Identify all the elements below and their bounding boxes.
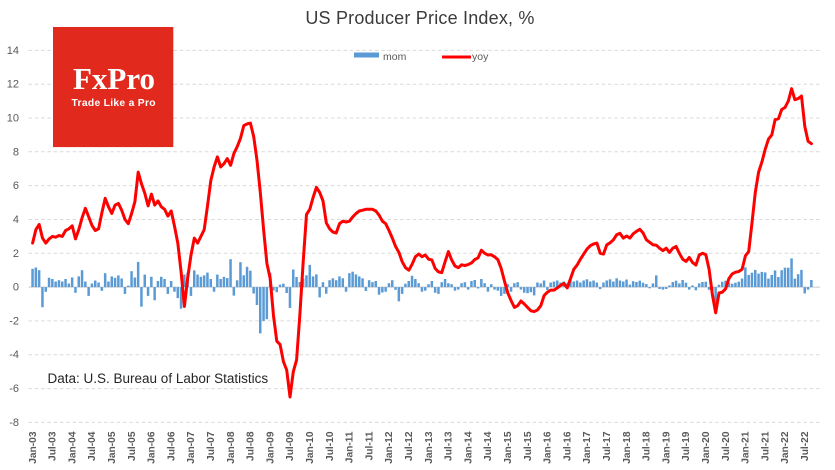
svg-text:Jan-06: Jan-06 [147, 431, 158, 464]
svg-text:Jan-14: Jan-14 [463, 431, 474, 464]
svg-text:Jan-15: Jan-15 [503, 431, 514, 464]
svg-text:Jan-09: Jan-09 [265, 431, 276, 464]
svg-text:Jul-18: Jul-18 [642, 431, 653, 461]
svg-text:Trade Like a Pro: Trade Like a Pro [72, 98, 156, 109]
svg-text:Jul-07: Jul-07 [206, 431, 217, 461]
svg-text:10: 10 [7, 113, 19, 125]
svg-text:Jul-15: Jul-15 [523, 431, 534, 461]
svg-text:Jan-17: Jan-17 [582, 431, 593, 464]
svg-text:0: 0 [13, 282, 19, 294]
svg-text:Jul-17: Jul-17 [602, 431, 613, 461]
svg-text:Jan-08: Jan-08 [226, 431, 237, 464]
svg-text:Jan-16: Jan-16 [543, 431, 554, 464]
svg-text:Jan-18: Jan-18 [622, 431, 633, 464]
svg-text:Jan-13: Jan-13 [424, 431, 435, 464]
svg-text:Jan-19: Jan-19 [661, 431, 672, 464]
svg-text:Jul-13: Jul-13 [444, 431, 455, 461]
svg-text:Jul-22: Jul-22 [800, 431, 811, 461]
svg-text:Jul-21: Jul-21 [760, 431, 771, 461]
svg-text:Jan-10: Jan-10 [305, 431, 316, 464]
svg-text:Jan-03: Jan-03 [28, 431, 39, 464]
svg-text:14: 14 [7, 45, 19, 57]
svg-text:Jul-20: Jul-20 [721, 431, 732, 461]
svg-text:8: 8 [13, 146, 19, 158]
svg-text:-8: -8 [9, 417, 19, 429]
svg-text:Jan-05: Jan-05 [107, 431, 118, 464]
svg-text:-2: -2 [9, 315, 19, 327]
svg-text:Jul-11: Jul-11 [364, 431, 375, 460]
svg-text:Jul-12: Jul-12 [404, 431, 415, 461]
svg-text:Jan-11: Jan-11 [345, 431, 356, 463]
svg-text:Jul-16: Jul-16 [562, 431, 573, 461]
svg-text:Jul-14: Jul-14 [483, 431, 494, 461]
svg-text:Jan-22: Jan-22 [780, 431, 791, 464]
svg-text:FxPro: FxPro [73, 61, 155, 96]
svg-text:yoy: yoy [472, 51, 489, 63]
svg-text:Jan-20: Jan-20 [701, 431, 712, 464]
svg-text:12: 12 [7, 79, 19, 91]
svg-text:Jan-04: Jan-04 [67, 431, 78, 464]
svg-text:4: 4 [13, 214, 19, 226]
svg-text:Jul-08: Jul-08 [246, 431, 257, 461]
svg-text:-6: -6 [9, 383, 19, 395]
svg-text:mom: mom [383, 51, 407, 63]
svg-text:Jan-21: Jan-21 [741, 431, 752, 464]
svg-text:US Producer Price Index, %: US Producer Price Index, % [305, 8, 534, 28]
svg-text:Data: U.S. Bureau of Labor Sta: Data: U.S. Bureau of Labor Statistics [48, 371, 269, 386]
svg-text:Jul-19: Jul-19 [681, 431, 692, 461]
svg-text:Jul-06: Jul-06 [166, 431, 177, 461]
svg-text:6: 6 [13, 180, 19, 192]
svg-text:Jul-04: Jul-04 [87, 431, 98, 461]
svg-text:Jan-12: Jan-12 [384, 431, 395, 464]
svg-text:2: 2 [13, 248, 19, 260]
svg-text:Jan-07: Jan-07 [186, 431, 197, 464]
svg-text:-4: -4 [9, 349, 19, 361]
svg-text:Jul-03: Jul-03 [48, 431, 59, 461]
svg-text:Jul-10: Jul-10 [325, 431, 336, 461]
svg-text:Jul-05: Jul-05 [127, 431, 138, 461]
svg-text:Jul-09: Jul-09 [285, 431, 296, 461]
